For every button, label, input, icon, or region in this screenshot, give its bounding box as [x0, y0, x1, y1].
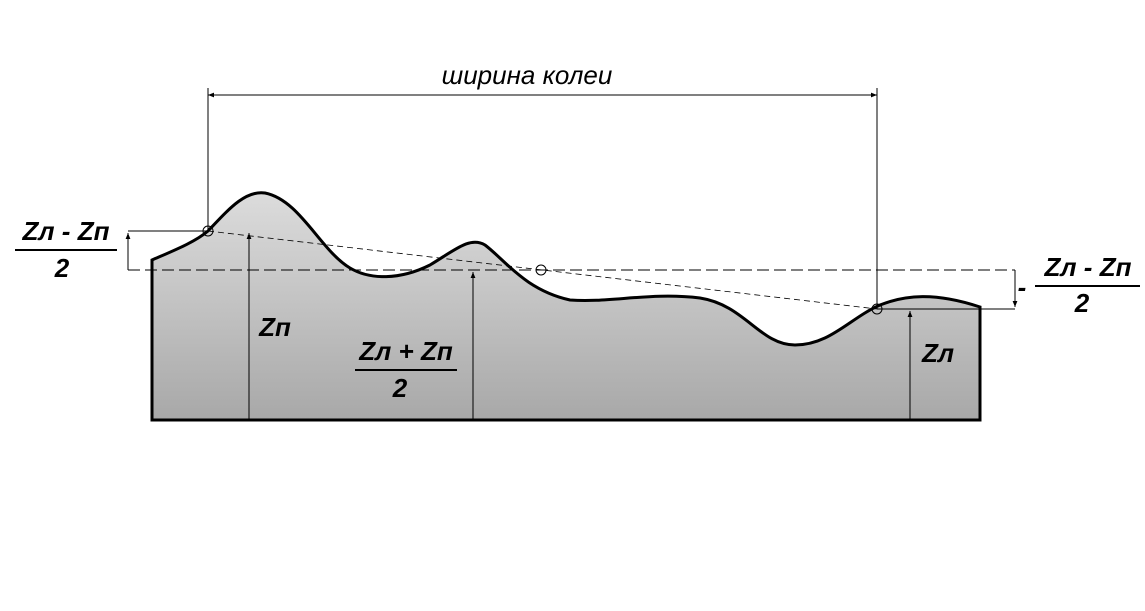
center-numerator: Zл + Zп — [358, 336, 453, 366]
right-height-label: Zл — [921, 338, 954, 368]
left-numerator: Zл - Zп — [22, 216, 110, 246]
track-width-label: ширина колеи — [442, 60, 613, 90]
right-numerator: Zл - Zп — [1044, 252, 1132, 282]
dimension-lines — [15, 88, 1140, 420]
right-sign: - — [1018, 272, 1027, 302]
center-denominator: 2 — [392, 373, 408, 403]
left-denominator: 2 — [54, 253, 70, 283]
left-height-label: Zп — [258, 312, 291, 342]
right-denominator: 2 — [1074, 288, 1090, 318]
